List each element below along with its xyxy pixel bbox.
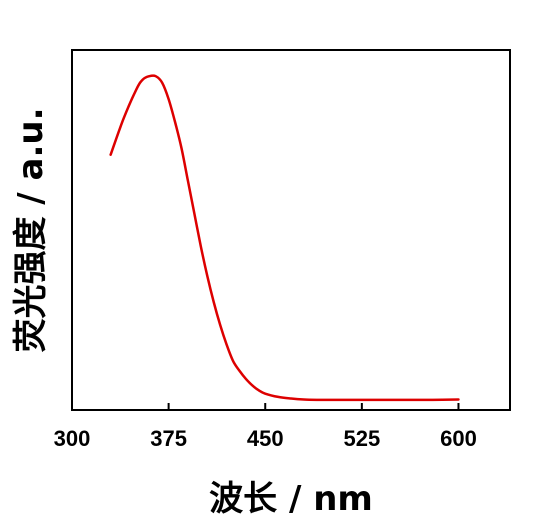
series-line-fluorescence: [109, 74, 460, 402]
x-axis-ticks: [71, 403, 460, 410]
x-tick-label: 450: [247, 426, 284, 451]
x-tick-label: 600: [440, 426, 477, 451]
x-axis-tick-labels: 300 375 450 525 600: [54, 426, 477, 451]
y-axis-title: 荧光强度 / a.u.: [11, 107, 51, 352]
x-tick-label: 300: [54, 426, 91, 451]
x-tick-label: 375: [150, 426, 187, 451]
x-axis-title: 波长 / nm: [209, 479, 373, 519]
plot-frame: [71, 49, 511, 411]
x-tick-label: 525: [343, 426, 380, 451]
